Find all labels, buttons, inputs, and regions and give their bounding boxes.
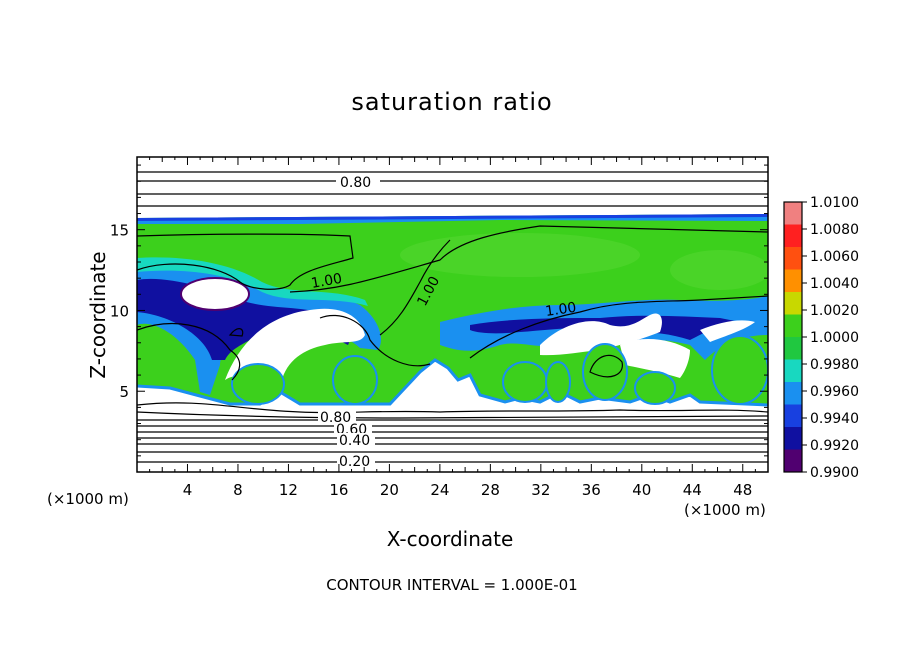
contour-interval-note: CONTOUR INTERVAL = 1.000E-01 (326, 576, 578, 594)
colorbar-swatch (784, 404, 802, 428)
colorbar-label: 0.9960 (810, 384, 859, 400)
cloud-mound (332, 355, 378, 405)
x-tick-label: 8 (233, 481, 243, 499)
chart-title: saturation ratio (351, 88, 553, 116)
moist-patch (670, 250, 768, 290)
contour-label: 0.80 (340, 175, 371, 191)
colorbar-swatch (784, 427, 802, 450)
colorbar-label: 1.0040 (810, 276, 859, 292)
colorbar-swatch (784, 269, 802, 293)
y-tick-label: 15 (110, 222, 129, 240)
colorbar-label: 1.0020 (810, 303, 859, 319)
colorbar-label: 0.9940 (810, 411, 859, 427)
colorbar-swatch (784, 359, 802, 383)
colorbar-swatch (784, 449, 802, 473)
x-unit-label-right: (×1000 m) (684, 501, 766, 519)
contour-label: 0.20 (339, 454, 370, 470)
colorbar-label: 1.0080 (810, 222, 859, 238)
x-axis: 4 8 12 16 20 24 28 32 36 40 44 48 (149, 157, 756, 499)
x-tick-label: 48 (733, 481, 752, 499)
y-axis-label: Z-coordinate (86, 251, 110, 379)
x-tick-label: 40 (632, 481, 651, 499)
dry-void (700, 320, 755, 342)
cloud-mound (711, 335, 768, 405)
dry-band-inner (137, 257, 368, 306)
x-tick-label: 44 (683, 481, 702, 499)
colorbar-label: 1.0060 (810, 249, 859, 265)
contour-label: 1.00 (544, 300, 577, 320)
x-tick-label: 4 (183, 481, 193, 499)
x-tick-label: 36 (582, 481, 601, 499)
y-axis: 5 10 15 (110, 164, 768, 457)
upper-boundary-thin (137, 214, 768, 221)
moist-patch (400, 233, 640, 277)
dry-void (620, 338, 690, 378)
x-tick-label: 32 (531, 481, 550, 499)
dry-void (180, 277, 250, 311)
colorbar-swatch (784, 382, 802, 405)
dry-void (540, 313, 662, 356)
y-tick-label: 5 (119, 383, 129, 401)
colorbar-label: 1.0100 (810, 195, 859, 211)
colorbar-label: 1.0000 (810, 330, 859, 346)
x-tick-label: 28 (481, 481, 500, 499)
colorbar-swatch (784, 247, 802, 270)
colorbar-label: 0.9980 (810, 357, 859, 373)
cloud-mound (502, 361, 548, 403)
contour-label: 1.00 (310, 271, 343, 292)
cloud-mound (582, 343, 628, 401)
colorbar-swatch (784, 202, 802, 225)
contour-label: 0.40 (339, 433, 370, 449)
x-tick-label: 12 (279, 481, 298, 499)
cloud-mound (231, 363, 285, 405)
colorbar-label: 0.9900 (810, 465, 859, 481)
colorbar-label: 0.9920 (810, 438, 859, 454)
colorbar: 1.0100 1.0080 1.0060 1.0040 1.0020 1.0000 0.99… (783, 195, 859, 481)
x-tick-label: 16 (329, 481, 348, 499)
x-unit-label-left: (×1000 m) (47, 490, 129, 508)
cloud-mound (545, 361, 571, 403)
x-axis-label: X-coordinate (386, 527, 514, 551)
saturation-field (137, 171, 768, 472)
colorbar-swatch (784, 337, 802, 360)
x-tick-label: 24 (430, 481, 449, 499)
colorbar-swatch (784, 292, 802, 315)
y-tick-label: 10 (110, 302, 129, 320)
colorbar-swatch (784, 224, 802, 248)
x-tick-label: 20 (380, 481, 399, 499)
cloud-mound (634, 371, 676, 405)
colorbar-swatch (784, 314, 802, 338)
contour-lines (137, 171, 768, 463)
